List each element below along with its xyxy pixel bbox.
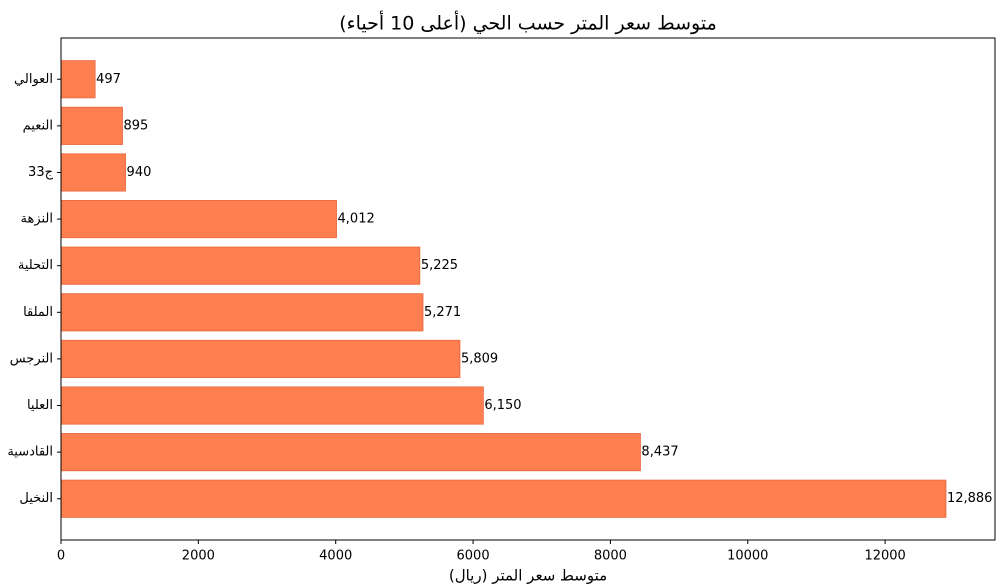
bar [60,433,641,472]
bar [60,339,461,378]
x-tick-label: 12000 [864,549,905,564]
value-label: 895 [123,118,148,133]
chart-title: متوسط سعر المتر حسب الحي (أعلى 10 أحياء) [339,11,717,35]
x-tick-label: 4000 [319,549,352,564]
y-tick-label: ج33 [28,165,54,180]
value-label: 8,437 [641,445,678,460]
y-tick-label: القادسية [7,445,53,460]
bar [60,293,424,332]
y-tick-label: النزهة [21,212,54,227]
value-label: 6,150 [484,398,521,413]
x-axis-label: متوسط سعر المتر (ريال) [449,567,607,585]
y-tick-label: التحلية [18,258,53,273]
value-label: 5,271 [424,305,461,320]
x-tick-label: 8000 [594,549,627,564]
y-tick-label: الملقا [23,305,53,320]
value-label: 5,225 [421,258,458,273]
bar [60,200,337,239]
bar [60,60,96,99]
value-label: 12,886 [947,491,993,506]
plot-frame [60,37,996,541]
y-tick-label: النخيل [19,491,53,506]
y-tick-label: العليا [27,398,53,413]
bar [60,479,947,518]
bar [60,153,126,192]
x-tick-label: 10000 [727,549,768,564]
y-tick-label: العوالي [14,72,53,87]
y-tick-label: النعيم [23,118,53,133]
y-tick-label: النرجس [10,351,53,366]
value-label: 497 [96,72,121,87]
x-tick-label: 6000 [457,549,490,564]
value-label: 5,809 [461,351,498,366]
bar [60,386,484,425]
value-label: 940 [127,165,152,180]
bar [60,246,421,285]
x-tick-label: 2000 [182,549,215,564]
value-label: 4,012 [338,212,375,227]
bar [60,106,123,145]
x-tick-label: 0 [57,549,65,564]
